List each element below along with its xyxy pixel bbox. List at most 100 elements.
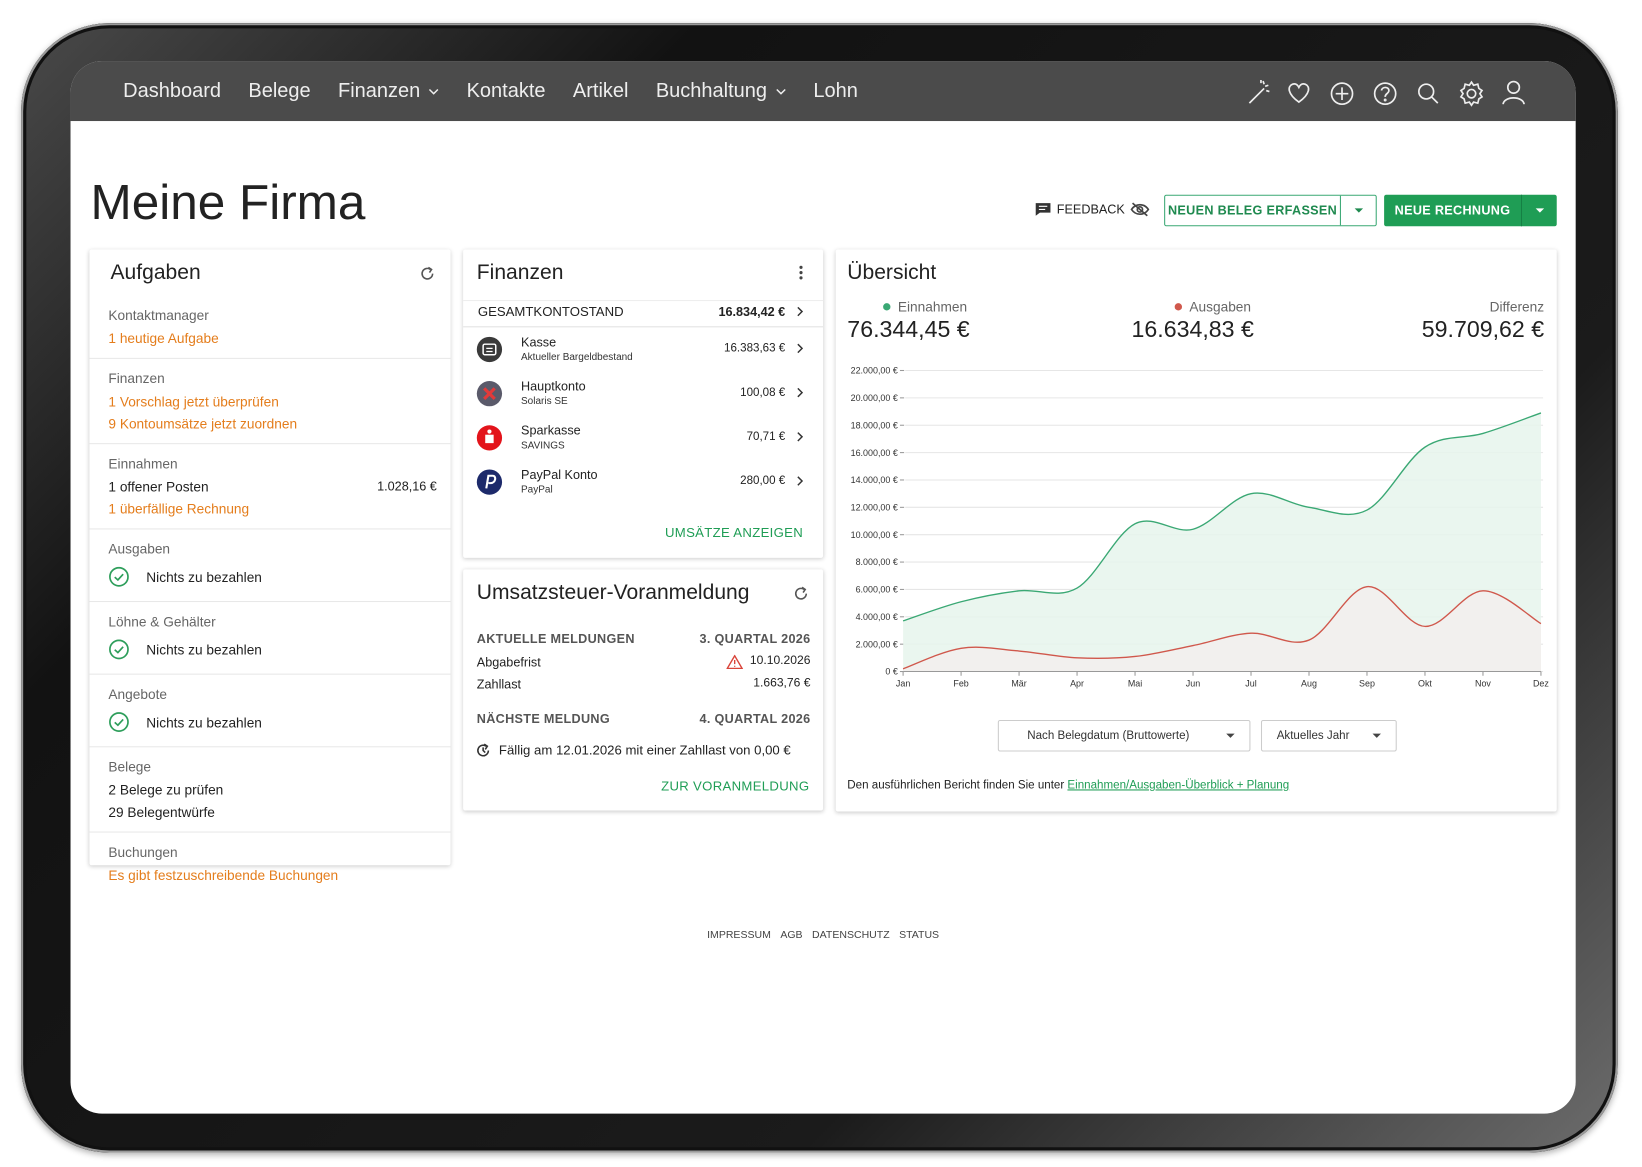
check-circle [109, 566, 129, 587]
vat-link[interactable]: ZUR VORANMELDUNG [661, 778, 810, 794]
check-circle [109, 712, 129, 732]
x-tick-label: Mai [1128, 678, 1142, 688]
help-icon[interactable] [1373, 82, 1397, 106]
page-title: Meine Firma [90, 173, 366, 230]
vat-row-value: 10.10.2026 [749, 654, 811, 668]
account-amount[interactable]: 100,08 € [740, 386, 786, 399]
select-label: Aktuelles Jahr [1276, 729, 1350, 743]
account-name: Kasse [521, 334, 557, 350]
task-text: Nichts zu bezahlen [146, 714, 262, 730]
check-mark [114, 646, 124, 654]
footer: IMPRESSUM AGB DATENSCHUTZ STATUS [71, 929, 1576, 941]
more-icon[interactable] [798, 264, 804, 281]
nav-item[interactable]: Belege [248, 79, 310, 102]
search-icon[interactable] [1418, 83, 1439, 104]
task-link[interactable]: 1 heutige Aufgabe [108, 327, 436, 349]
card-title: Übersicht [847, 261, 937, 285]
p-glyph [485, 474, 497, 489]
nav-item[interactable]: Dashboard [123, 79, 221, 102]
account-icon [476, 425, 503, 451]
nav-item[interactable]: Finanzen [338, 79, 439, 102]
task-link[interactable]: 1 Vorschlag jetzt überprüfen [108, 390, 436, 412]
task-text: 1 Vorschlag jetzt überprüfen [108, 393, 279, 410]
task-heading: Finanzen [108, 370, 165, 387]
account-icon [476, 381, 503, 407]
new-invoice-button[interactable]: NEUE RECHNUNG [1384, 194, 1557, 227]
nav-item[interactable]: Lohn [813, 79, 858, 102]
footer-link[interactable]: STATUS [899, 929, 940, 941]
x-tick-label: Sep [1359, 678, 1375, 688]
task-text: 1 überfällige Rechnung [108, 501, 250, 517]
account-amount[interactable]: 70,71 € [746, 430, 786, 444]
footnote-text: Den ausführlichen Bericht finden Sie unt… [847, 778, 1068, 792]
next-period: 4. QUARTAL 2026 [699, 711, 811, 727]
nav-label: Buchhaltung [655, 79, 768, 102]
plus-icon[interactable] [1330, 82, 1354, 106]
next-label: NÄCHSTE MELDUNG [476, 711, 610, 727]
footer-link[interactable]: DATENSCHUTZ [812, 929, 890, 941]
x-tick-label: Jul [1245, 678, 1256, 688]
legend-dot [883, 303, 891, 311]
dropdown-caret[interactable] [1520, 194, 1557, 227]
transactions-link[interactable]: UMSÄTZE ANZEIGEN [664, 525, 804, 540]
top-nav: Dashboard Belege Finanzen Kontakte Artikel Bu… [70, 61, 1576, 122]
button-label: NEUE RECHNUNG [1394, 203, 1511, 218]
refresh-icon[interactable] [793, 585, 810, 602]
chevron [776, 88, 786, 95]
series-line [902, 586, 1542, 670]
overview-card: Übersicht Differenz 59.709,62 € Den ausf… [835, 249, 1557, 812]
task-link[interactable]: 9 Kontoumsätze jetzt zuordnen [108, 413, 436, 435]
x-tick-label: Jun [1186, 678, 1200, 688]
user-icon[interactable] [1502, 80, 1525, 105]
footnote: Den ausführlichen Bericht finden Sie unt… [847, 779, 1289, 792]
task-section: Löhne & Gehälter Nichts zu bezahlen [89, 601, 451, 674]
footer-link[interactable]: AGB [780, 929, 803, 941]
wand-icon[interactable] [1248, 79, 1270, 104]
task-text: 1 offener Posten [108, 478, 209, 495]
filter-select[interactable]: Aktuelles Jahr [1260, 719, 1397, 752]
task-section: Angebote Nichts zu bezahlen [89, 673, 451, 747]
nav-label: Belege [248, 79, 311, 102]
task-line: 1 offener Posten 1.028,16 € [108, 476, 436, 498]
heart-icon[interactable] [1288, 83, 1310, 104]
account-amount[interactable]: 280,00 € [740, 474, 786, 488]
due-text: Fällig am 12.01.2026 mit einer Zahllast … [498, 743, 791, 758]
account-sub: Aktueller Bargeldbestand [521, 351, 633, 364]
nav-item[interactable]: Kontakte [467, 79, 546, 102]
task-text: Nichts zu bezahlen [146, 641, 262, 658]
task-link[interactable]: 1 überfällige Rechnung [108, 498, 436, 520]
footer-link[interactable]: IMPRESSUM [707, 929, 771, 941]
total-value: 76.344,45 € [847, 315, 970, 343]
nav-item[interactable]: Artikel [573, 79, 629, 102]
x-tick-label: Dez [1533, 678, 1549, 688]
hide-icon[interactable] [1129, 201, 1150, 218]
dropdown-caret[interactable] [1339, 195, 1376, 226]
report-link[interactable]: Einnahmen/Ausgaben-Überblick + Planung [1067, 778, 1290, 792]
chevron-icon [797, 306, 804, 317]
feedback-link[interactable]: FEEDBACK [1056, 202, 1125, 217]
select-caret [1372, 733, 1381, 738]
filter-select[interactable]: Nach Belegdatum (Bruttowerte) [997, 719, 1251, 752]
check-mark [114, 573, 124, 582]
y-tick-label: 4.000,00 € [856, 612, 898, 622]
caret-icon [1535, 208, 1544, 213]
task-section: Belege 2 Belege zu prüfen 29 Belegentwürfe [89, 746, 451, 831]
account-amount[interactable]: 16.383,63 € [724, 342, 786, 355]
y-tick-label: 22.000,00 € [851, 366, 898, 376]
nav-item[interactable]: Buchhaltung [656, 79, 786, 102]
check-icon [109, 712, 129, 732]
new-receipt-button[interactable]: NEUEN BELEG ERFASSEN [1164, 194, 1377, 227]
task-section: Einnahmen 1 offener Posten 1.028,16 € 1 übe… [89, 443, 451, 528]
account-icon [476, 336, 503, 363]
settings-icon[interactable] [1459, 80, 1484, 107]
refresh-icon[interactable] [419, 265, 436, 282]
chevron [429, 88, 439, 95]
legend-item: Ausgaben [1174, 299, 1251, 315]
task-link[interactable]: Es gibt festzuschreibende Buchungen [108, 864, 436, 886]
x-tick-label: Apr [1070, 678, 1084, 688]
caret [1372, 733, 1381, 738]
task-section: Finanzen 1 Vorschlag jetzt überprüfen 9 Ko… [89, 357, 451, 443]
task-heading: Einnahmen [108, 455, 178, 472]
